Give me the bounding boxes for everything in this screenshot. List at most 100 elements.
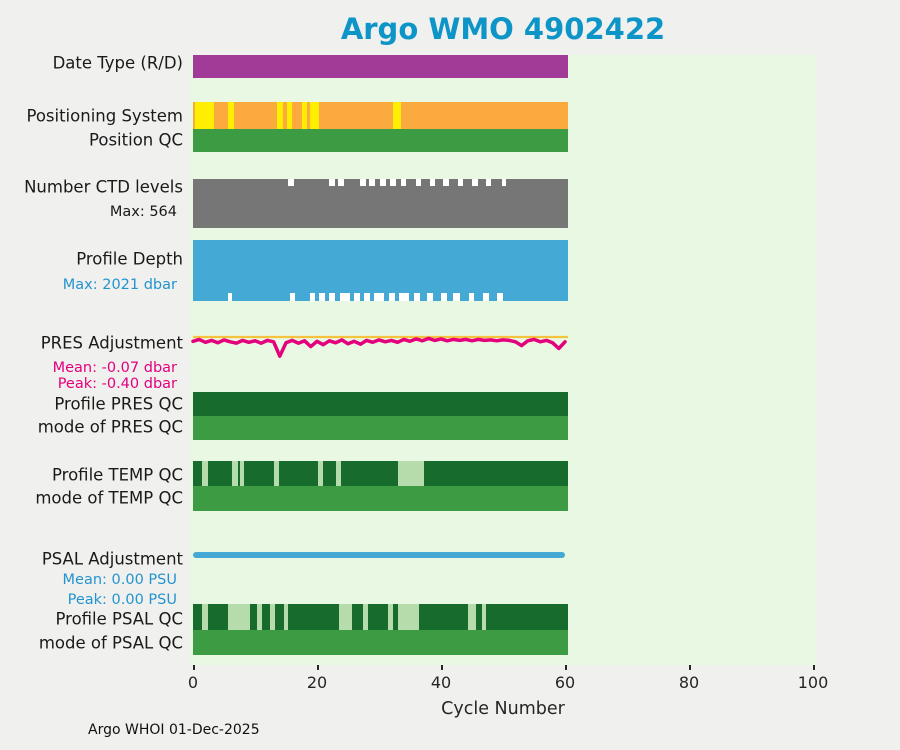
profile-depth-notch xyxy=(398,293,409,301)
ctd-levels-notch xyxy=(429,179,436,186)
profile-depth-notch xyxy=(374,293,384,301)
position-qc-bar xyxy=(193,129,569,152)
plot-area xyxy=(190,55,816,665)
ctd-levels-notch xyxy=(288,179,295,186)
profile-depth-notch xyxy=(426,293,433,301)
ctd-levels-notch xyxy=(400,179,407,186)
profile-psal-qc-label: Profile PSAL QC xyxy=(55,609,183,629)
x-tick-label: 60 xyxy=(554,673,576,692)
ctd-levels-notch xyxy=(369,179,375,186)
psal-adjustment-line xyxy=(193,552,565,558)
x-tick-mark xyxy=(813,665,815,670)
positioning-system-segment xyxy=(302,102,308,129)
profile-temp-qc-bar xyxy=(193,461,569,486)
profile-temp-qc-segment xyxy=(397,461,424,486)
positioning-system-segment xyxy=(227,102,234,129)
ctd-levels-notch xyxy=(390,179,396,186)
positioning-system-segment xyxy=(277,102,283,129)
positioning-system-segment xyxy=(392,102,401,129)
ctd-levels-notch xyxy=(329,179,335,186)
profile-psal-qc-segment xyxy=(387,604,393,630)
mode-psal-qc-label: mode of PSAL QC xyxy=(38,633,183,653)
profile-depth-label: Profile Depth xyxy=(76,249,183,269)
profile-depth-notch xyxy=(453,293,460,301)
positioning-system-bar xyxy=(193,102,569,129)
profile-depth-notch xyxy=(227,293,233,301)
ctd-levels-notch xyxy=(443,179,450,186)
x-axis: 0 20 40 60 80 100 xyxy=(188,665,828,695)
psal-adjustment-annotation: Mean: 0.00 PSU xyxy=(62,572,177,588)
profile-psal-qc-segment xyxy=(202,604,208,630)
profile-depth-notch xyxy=(329,293,335,301)
profile-temp-qc-segment xyxy=(273,461,279,486)
ctd-levels-notch xyxy=(472,179,478,186)
profile-depth-notch xyxy=(468,293,475,301)
profile-psal-qc-segment xyxy=(227,604,251,630)
date-type-label: Date Type (R/D) xyxy=(52,53,183,73)
profile-temp-qc-segment xyxy=(202,461,208,486)
profile-psal-qc-bar xyxy=(193,604,569,630)
profile-psal-qc-segment xyxy=(269,604,275,630)
profile-psal-qc-segment xyxy=(467,604,476,630)
positioning-system-segment xyxy=(286,102,292,129)
ctd-levels-label: Number CTD levels xyxy=(24,177,183,197)
ctd-levels-notch xyxy=(485,179,492,186)
x-tick-mark xyxy=(441,665,443,670)
pres-adjustment-annotation: Mean: -0.07 dbar xyxy=(52,360,177,376)
profile-pres-qc-bar xyxy=(193,392,569,416)
x-tick-mark xyxy=(689,665,691,670)
footer-text: Argo WHOI 01-Dec-2025 xyxy=(88,722,260,738)
profile-depth-notch xyxy=(482,293,489,301)
ctd-levels-notch xyxy=(457,179,464,186)
date-type-bar xyxy=(193,55,569,78)
profile-psal-qc-segment xyxy=(283,604,289,630)
x-tick-label: 100 xyxy=(797,673,829,692)
x-tick-mark xyxy=(565,665,567,670)
chart-title: Argo WMO 4902422 xyxy=(340,12,666,46)
row-labels: Date Type (R/D) Positioning System Positio… xyxy=(0,53,183,665)
profile-depth-notch xyxy=(354,293,361,301)
profile-depth-bar xyxy=(193,240,569,301)
x-tick-label: 20 xyxy=(306,673,328,692)
profile-pres-qc-label: Profile PRES QC xyxy=(54,394,183,414)
x-tick-label: 80 xyxy=(678,673,700,692)
pres-adjustment-label: PRES Adjustment xyxy=(40,333,183,353)
pres-adjustment-line-plot xyxy=(191,335,569,358)
x-tick-label: 40 xyxy=(430,673,452,692)
profile-psal-qc-segment xyxy=(257,604,263,630)
mode-psal-qc-bar xyxy=(193,630,569,655)
ctd-levels-annotation: Max: 564 xyxy=(109,204,177,220)
positioning-system-label: Positioning System xyxy=(26,106,183,126)
mode-temp-qc-bar xyxy=(193,486,569,511)
profile-temp-qc-segment xyxy=(232,461,238,486)
profile-depth-notch xyxy=(289,293,296,301)
ctd-levels-notch xyxy=(416,179,421,186)
profile-depth-annotation: Max: 2021 dbar xyxy=(62,277,177,293)
positioning-system-segment xyxy=(310,102,320,129)
profile-depth-notch xyxy=(496,293,503,301)
mode-pres-qc-label: mode of PRES QC xyxy=(37,417,183,437)
profile-psal-qc-segment xyxy=(481,604,487,630)
ctd-levels-notch xyxy=(501,179,507,186)
x-axis-label: Cycle Number xyxy=(441,699,565,719)
ctd-levels-notch xyxy=(338,179,344,186)
mode-pres-qc-bar xyxy=(193,416,569,440)
profile-psal-qc-segment xyxy=(339,604,352,630)
profile-depth-notch xyxy=(364,293,371,301)
x-tick-mark xyxy=(193,665,195,670)
profile-depth-notch xyxy=(309,293,316,301)
ctd-levels-notch xyxy=(360,179,366,186)
profile-temp-qc-segment xyxy=(335,461,341,486)
ctd-levels-notch xyxy=(380,179,386,186)
profile-depth-notch xyxy=(441,293,448,301)
x-tick-mark xyxy=(317,665,319,670)
positioning-system-segment xyxy=(195,102,215,129)
pres-adjustment-annotation: Peak: -0.40 dbar xyxy=(57,376,177,392)
x-tick-label: 0 xyxy=(187,673,199,692)
profile-psal-qc-segment xyxy=(397,604,420,630)
profile-depth-notch xyxy=(339,293,351,301)
profile-temp-qc-segment xyxy=(239,461,244,486)
ctd-levels-bar xyxy=(193,179,569,228)
profile-depth-notch xyxy=(319,293,326,301)
mode-temp-qc-label: mode of TEMP QC xyxy=(35,488,183,508)
